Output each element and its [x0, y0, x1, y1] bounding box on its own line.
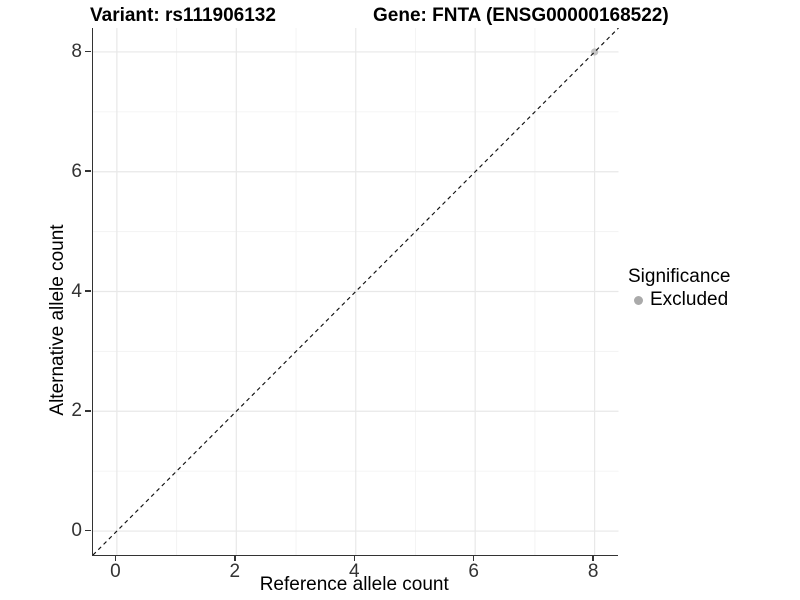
x-tick-mark [472, 555, 475, 561]
y-tick-label: 8 [71, 40, 82, 62]
x-tick-label: 6 [468, 560, 479, 582]
x-tick-mark [234, 555, 236, 561]
x-tick-mark [353, 555, 355, 561]
y-tick-label: 0 [71, 520, 82, 542]
plot-title-variant: Variant: rs111906132 [90, 5, 276, 26]
x-tick-label: 4 [348, 560, 360, 582]
x-tick-mark [114, 555, 117, 561]
y-tick-label: 4 [71, 280, 82, 302]
x-tick-label: 2 [229, 560, 241, 582]
legend-item-excluded: Excluded [628, 289, 730, 311]
y-tick-mark [85, 50, 91, 53]
legend: Significance Excluded [628, 266, 730, 311]
plot-panel [91, 27, 619, 556]
y-tick-mark [85, 170, 91, 172]
legend-item-label: Excluded [650, 289, 729, 310]
y-tick-label: 2 [71, 400, 82, 422]
y-tick-mark [85, 410, 91, 412]
y-tick-label: 6 [71, 160, 82, 182]
legend-title: Significance [628, 266, 731, 287]
x-axis-title: Reference allele count [259, 574, 449, 595]
x-tick-mark [592, 555, 594, 561]
y-axis-title: Alternative allele count [47, 224, 68, 416]
x-tick-label: 8 [587, 560, 599, 582]
y-tick-mark [85, 290, 91, 292]
y-tick-mark [85, 529, 91, 532]
legend-key-dot [634, 295, 643, 305]
x-tick-label: 0 [110, 560, 121, 582]
plot-title-gene: Gene: FNTA (ENSG00000168522) [373, 5, 669, 26]
panel-canvas [92, 27, 619, 555]
